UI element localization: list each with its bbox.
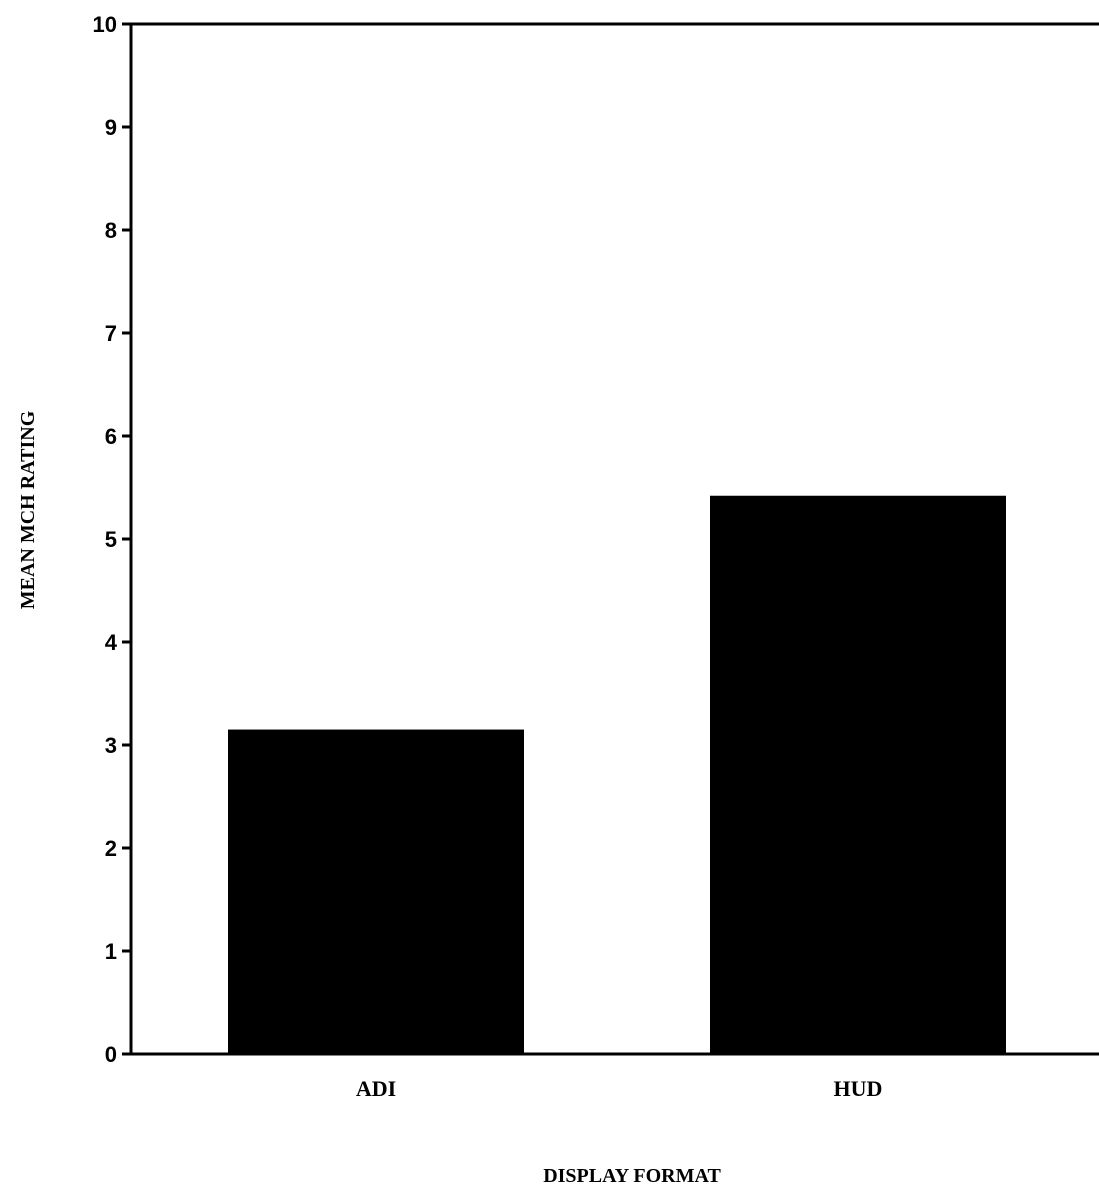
y-tick-label: 6 <box>105 424 117 449</box>
y-ticks: 0 1 2 3 4 5 6 7 8 9 10 <box>93 12 131 1067</box>
bars-layer <box>228 495 1006 1054</box>
y-axis-title: MEAN MCH RATING <box>17 410 39 609</box>
y-tick-label: 2 <box>105 836 117 861</box>
x-category-label: HUD <box>834 1076 883 1101</box>
y-tick-label: 8 <box>105 218 117 243</box>
y-tick-label: 0 <box>105 1042 117 1067</box>
y-tick-label: 7 <box>105 321 117 346</box>
x-category-labels: ADI HUD <box>356 1076 883 1101</box>
x-axis-title: DISPLAY FORMAT <box>543 1165 721 1187</box>
bar-adi <box>228 729 524 1054</box>
y-tick-label: 4 <box>105 630 118 655</box>
bar-hud <box>710 495 1006 1054</box>
y-tick-label: 1 <box>105 939 117 964</box>
y-tick-label: 3 <box>105 733 117 758</box>
y-tick-label: 9 <box>105 115 117 140</box>
y-tick-label: 10 <box>93 12 117 37</box>
y-tick-label: 5 <box>105 527 117 552</box>
x-category-label: ADI <box>356 1076 396 1101</box>
